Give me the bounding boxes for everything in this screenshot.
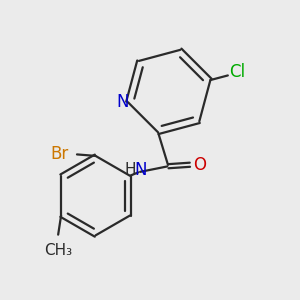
Text: O: O [193,156,206,174]
Text: N: N [134,161,147,179]
Text: Cl: Cl [230,64,246,82]
Text: Br: Br [50,146,68,164]
Text: CH₃: CH₃ [44,243,72,258]
Text: N: N [116,93,129,111]
Text: H: H [125,162,136,177]
